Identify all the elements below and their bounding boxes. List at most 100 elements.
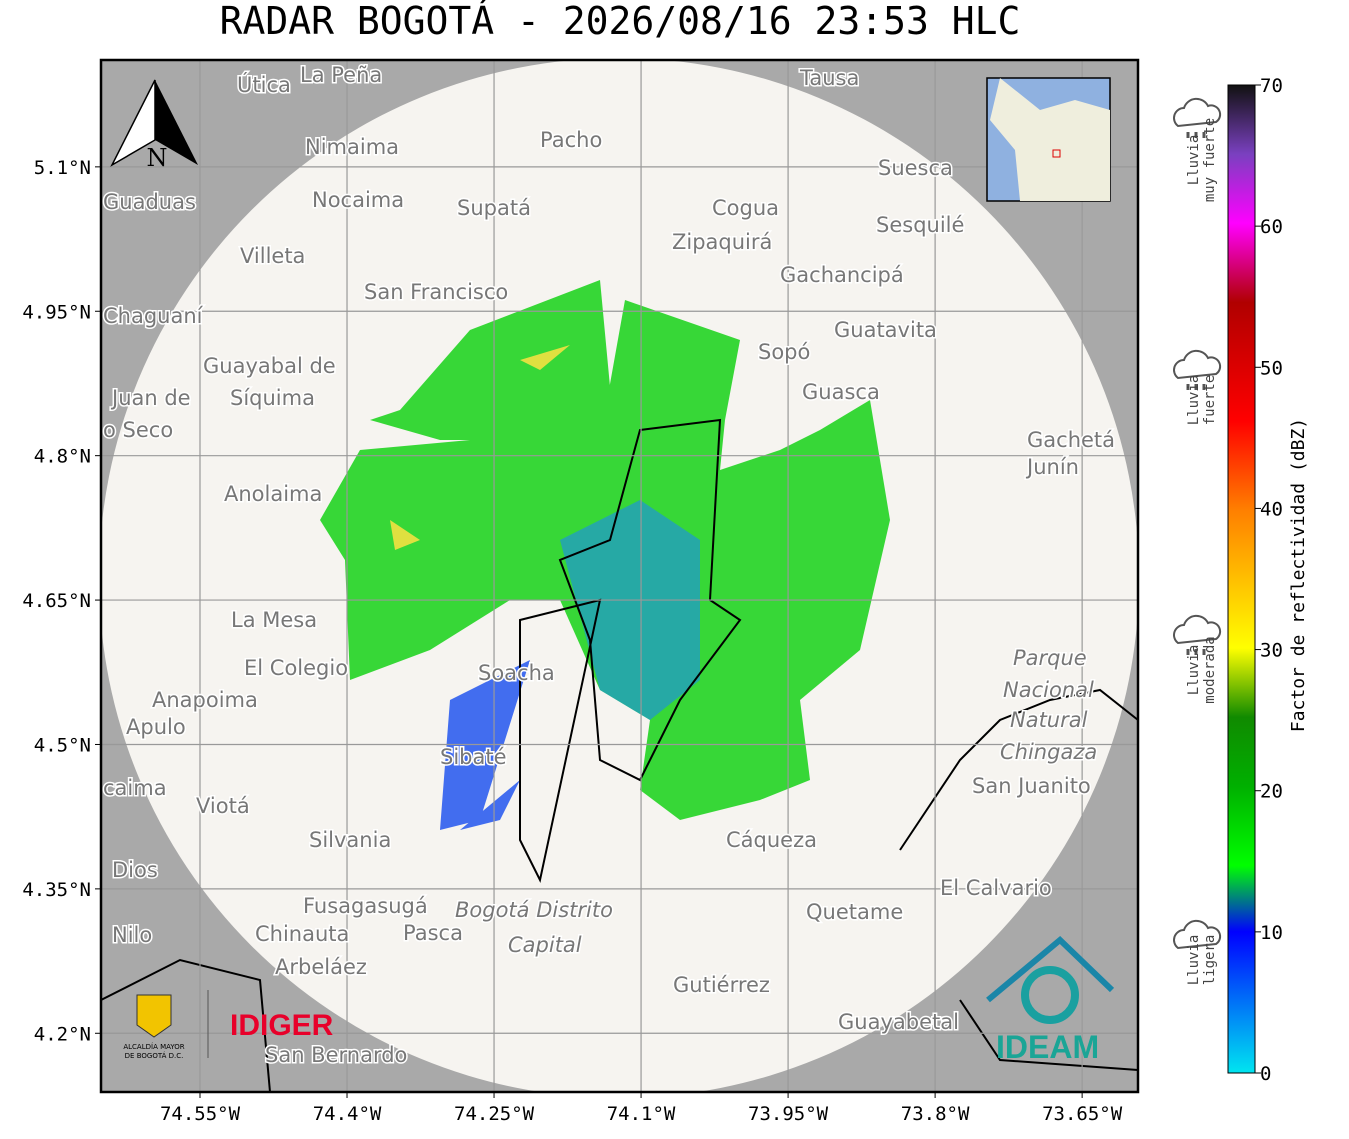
colorbar-label: Factor de reflectividad (dBZ): [1288, 418, 1309, 732]
colorbar-tick-label: 10: [1260, 922, 1283, 944]
colorbar-tick-label: 0: [1260, 1063, 1271, 1085]
place-label: Chingaza: [1000, 740, 1097, 764]
place-label: Chinauta: [255, 922, 349, 946]
x-tick-label: 73.95°W: [748, 1103, 829, 1125]
place-label: La Peña: [300, 63, 382, 87]
place-label: Zipaquirá: [672, 230, 772, 254]
north-arrow: [110, 79, 198, 167]
north-label: N: [147, 144, 168, 172]
place-label: Natural: [1010, 708, 1088, 732]
place-label: Síquima: [230, 386, 315, 410]
x-tick-label: 73.8°W: [901, 1103, 970, 1125]
place-label: Viotá: [196, 794, 250, 818]
place-label: Chaguaní: [103, 304, 204, 328]
place-label: Anolaima: [224, 482, 322, 506]
rain-label: Lluvia: [1186, 645, 1202, 696]
place-label: Sesquilé: [876, 213, 964, 237]
x-tick-label: 74.25°W: [454, 1103, 535, 1125]
place-label: Gachetá: [1027, 428, 1115, 452]
x-tick-label: 74.4°W: [313, 1103, 382, 1125]
place-label: Fusagasugá: [303, 894, 428, 918]
cloud: [1173, 349, 1222, 380]
place-label: Nimaima: [305, 135, 399, 159]
grid: [101, 60, 1138, 1092]
place-label: Bogotá Distrito: [455, 898, 613, 922]
place-label: San Juanito: [972, 774, 1091, 798]
place-label: Sopó: [758, 340, 810, 364]
rain-label: Lluvia: [1186, 135, 1202, 186]
place-label: Nacional: [1003, 678, 1094, 702]
place-label: Guatavita: [834, 318, 937, 342]
inset-map: [986, 77, 1111, 202]
place-label: El Colegio: [244, 656, 348, 680]
y-tick-label: 4.8°N: [34, 446, 91, 468]
ideam-text: IDEAM: [996, 1029, 1099, 1065]
y-tick-label: 4.35°N: [22, 879, 91, 901]
rain-icon: [1173, 919, 1222, 950]
place-label: Gutiérrez: [673, 973, 770, 997]
place-label: Guaduas: [103, 190, 196, 214]
place-label: Silvania: [309, 828, 391, 852]
place-label: La Mesa: [231, 608, 317, 632]
colorbar-tick-label: 50: [1260, 357, 1283, 379]
y-tick-label: 4.65°N: [22, 590, 91, 612]
place-label: o Seco: [103, 418, 173, 442]
place-label: Apulo: [126, 715, 186, 739]
x-tick-label: 74.55°W: [160, 1103, 241, 1125]
rain-label: Lluvia: [1186, 935, 1202, 986]
rain-label: ligera: [1202, 935, 1218, 986]
place-label: Sibaté: [440, 745, 507, 769]
colorbar: [1227, 84, 1256, 1074]
alcaldia-logo: [136, 990, 209, 1058]
place-label: Gachancipá: [780, 263, 904, 287]
place-label: Tausa: [799, 66, 859, 90]
alcaldia-text: DE BOGOTÁ D.C.: [125, 1051, 184, 1060]
place-label: Guasca: [802, 380, 880, 404]
rain-icon: [1173, 614, 1222, 655]
place-label: Soacha: [478, 661, 555, 685]
cloud: [1173, 919, 1222, 950]
drops: [1186, 132, 1206, 138]
colorbar-tick-label: 30: [1260, 640, 1283, 662]
place-label: Nilo: [112, 923, 152, 947]
place-label: caima: [103, 776, 167, 800]
colorbar-tick-label: 20: [1260, 781, 1283, 803]
place-label: Cogua: [712, 196, 779, 220]
place-label: Junín: [1025, 455, 1079, 479]
rain-label: fuerte: [1202, 375, 1218, 426]
title: RADAR BOGOTÁ - 2026/08/16 23:53 HLC: [220, 0, 1021, 43]
x-tick-label: 74.1°W: [607, 1103, 676, 1125]
y-tick-label: 4.95°N: [22, 301, 91, 323]
place-label: Quetame: [806, 900, 903, 924]
y-tick-label: 4.5°N: [34, 734, 91, 756]
x-tick-label: 73.65°W: [1042, 1103, 1123, 1125]
drops: [1186, 384, 1206, 390]
drops: [1186, 649, 1206, 655]
place-label: Juan de: [110, 386, 191, 410]
place-label: Pacho: [540, 128, 602, 152]
rain-label: Lluvia: [1186, 375, 1202, 426]
idiger-logo: IDIGER: [230, 1009, 334, 1042]
colorbar-tick-label: 70: [1260, 75, 1283, 97]
place-label: Arbeláez: [275, 955, 367, 979]
colorbar-tick-label: 60: [1260, 216, 1283, 238]
place-label: Guayabetal: [838, 1010, 959, 1034]
place-label: El Calvario: [940, 876, 1052, 900]
rain-icon: [1173, 97, 1222, 138]
place-label: Parque: [1013, 646, 1087, 670]
place-label: San Francisco: [364, 280, 508, 304]
y-tick-label: 5.1°N: [34, 157, 91, 179]
rain-label: moderada: [1202, 636, 1218, 703]
map-frame: [99, 58, 1140, 1094]
cloud: [1173, 614, 1222, 645]
place-label: Pasca: [403, 921, 463, 945]
place-label: Guayabal de: [203, 354, 336, 378]
ideam-logo: [986, 935, 1115, 1024]
place-label: Capital: [508, 933, 582, 957]
place-label: Dios: [112, 858, 158, 882]
place-label: Útica: [237, 72, 291, 97]
place-label: San Bernardo: [265, 1043, 407, 1067]
basemap: [101, 60, 1138, 1092]
